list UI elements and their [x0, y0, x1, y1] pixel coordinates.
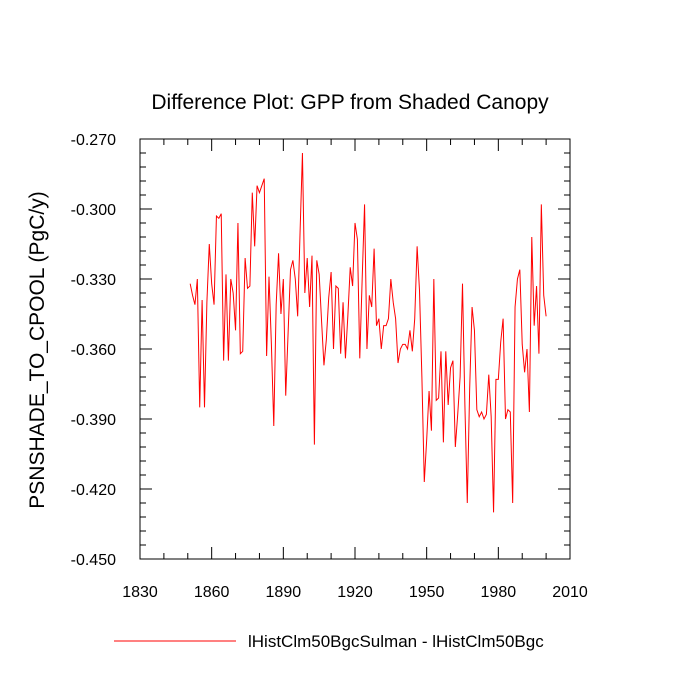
- y-axis-label: PSNSHADE_TO_CPOOL (PgC/y): [26, 191, 49, 508]
- legend-label: lHistClm50BgcSulman - lHistClm50Bgc: [248, 632, 544, 651]
- y-tick-label: -0.450: [71, 552, 116, 569]
- y-tick-label: -0.360: [71, 342, 116, 359]
- x-tick-label: 2010: [552, 584, 588, 601]
- y-tick-label: -0.300: [71, 202, 116, 219]
- series-line-0: [189, 152, 547, 513]
- axis-tick-labels: 1830 1860 1890 1920 1950 1980 2010 -0.270 -0.300…: [71, 132, 588, 601]
- y-tick-label: -0.390: [71, 412, 116, 429]
- x-tick-label: 1830: [122, 584, 158, 601]
- y-tick-label: -0.270: [71, 132, 116, 149]
- legend: lHistClm50BgcSulman - lHistClm50Bgc: [114, 632, 544, 651]
- series-layer: [189, 152, 547, 513]
- x-tick-label: 1950: [409, 584, 445, 601]
- axis-ticks: [139, 138, 571, 560]
- x-tick-label: 1890: [266, 584, 302, 601]
- y-tick-label: -0.420: [71, 482, 116, 499]
- x-tick-label: 1980: [481, 584, 517, 601]
- chart-title: Difference Plot: GPP from Shaded Canopy: [151, 91, 549, 114]
- x-tick-label: 1860: [194, 584, 230, 601]
- plot-frame: [139, 138, 571, 560]
- x-tick-label: 1920: [337, 584, 373, 601]
- y-tick-label: -0.330: [71, 272, 116, 289]
